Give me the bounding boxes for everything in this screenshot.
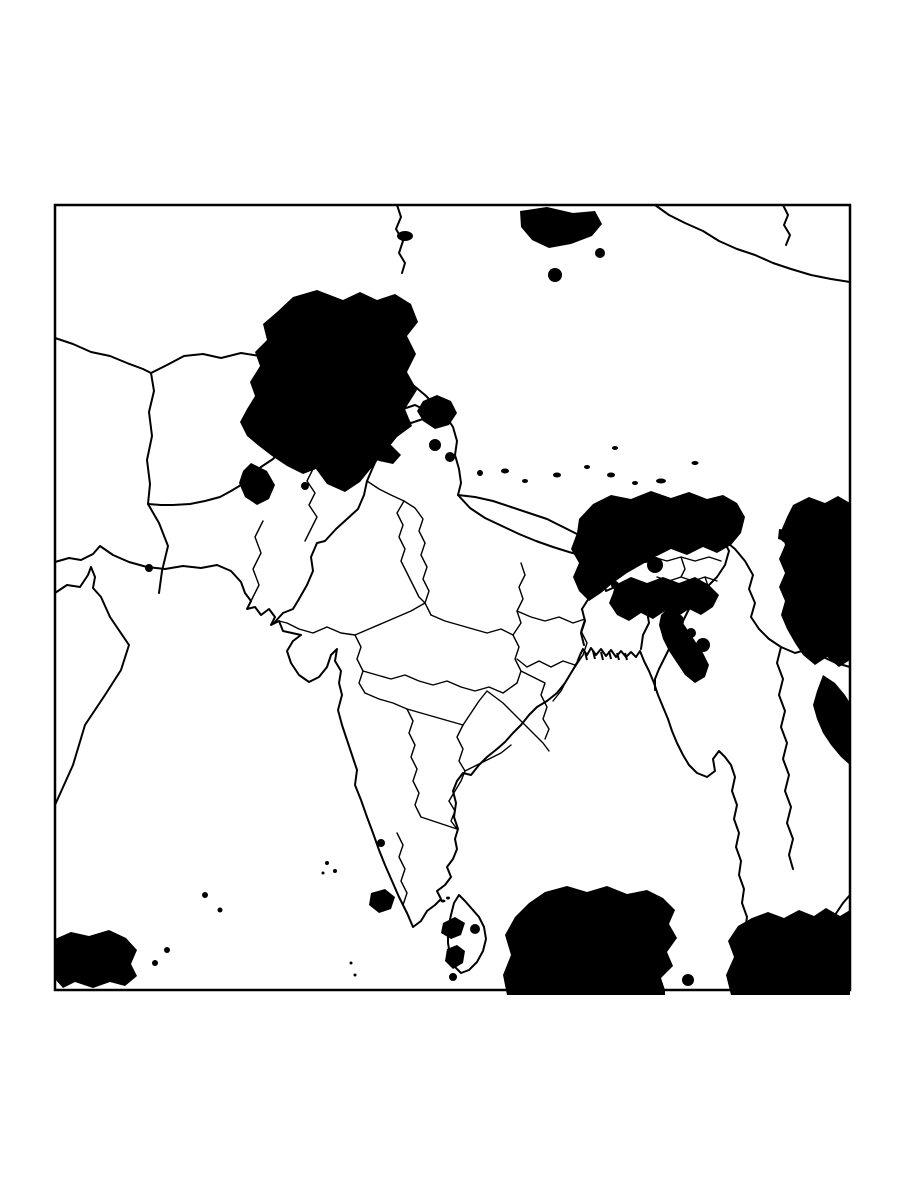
map-frame-border [53, 203, 852, 992]
copyright-ring-icon [12, 1025, 27, 1040]
rainfall-colorbar [190, 1042, 735, 1117]
weather-map [53, 203, 852, 995]
weaclim-badge [8, 1019, 112, 1046]
longitude-axis [0, 995, 900, 1019]
map-canvas [47, 197, 858, 998]
rainfall-shading [55, 207, 850, 995]
coastlines-and-borders [54, 204, 851, 991]
